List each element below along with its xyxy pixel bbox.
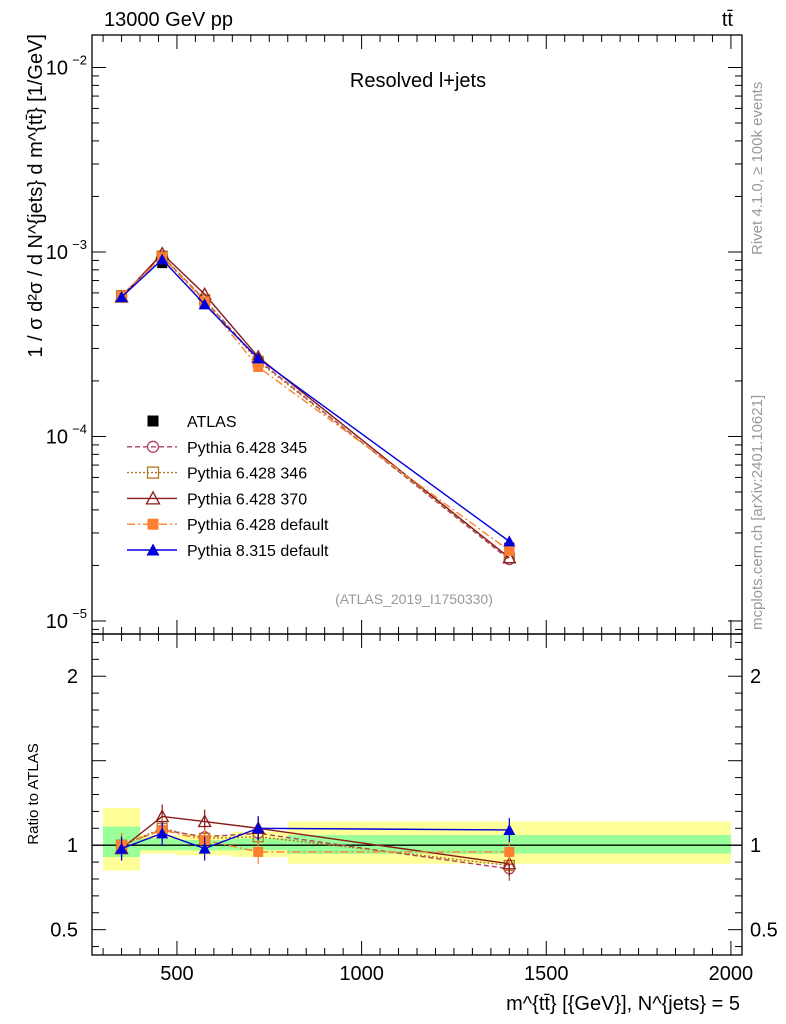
main-y-tick-label: 10 <box>46 611 68 633</box>
ratio-y-tick-label-right: 1 <box>750 835 761 857</box>
series-line-pythia-6-428-default <box>121 255 510 552</box>
ratio-series-layer <box>114 804 517 881</box>
mcplots-label: mcplots.cern.ch [arXiv:2401.10621] <box>749 395 766 630</box>
ratio-y-tick-label-right: 2 <box>750 666 761 688</box>
point-pythia-8-315-default <box>252 352 265 364</box>
main-y-tick-label: 10 <box>46 426 68 448</box>
series-line-pythia-6-428-370 <box>121 252 510 559</box>
series-line-pythia-6-428-346 <box>121 255 510 559</box>
main-y-tick-exponent: −3 <box>72 237 87 252</box>
legend-label-pythia-6-428-346: Pythia 6.428 346 <box>187 466 307 483</box>
axis-ticks: 10 −2 10 −3 10 −4 10 −5 500 1000 1500 2000 2 2 1 1 0.5 0.… <box>46 35 778 985</box>
point-pythia-8-315-default <box>156 253 169 265</box>
legend-label-pythia-8-315-default: Pythia 8.315 default <box>187 543 329 560</box>
x-tick-label: 500 <box>160 963 193 985</box>
x-tick-label: 1500 <box>524 963 569 985</box>
x-tick-label: 1000 <box>339 963 384 985</box>
ratio-line-pythia-6-428-346 <box>121 827 510 867</box>
analysis-id: (ATLAS_2019_I1750330) <box>335 591 493 607</box>
point-pythia-8-315-default <box>503 535 516 547</box>
ratio-y-tick-label-right: 0.5 <box>750 920 778 942</box>
process-label: tt̄ <box>722 9 734 31</box>
ratio-point-pythia-6-428-default <box>253 846 264 857</box>
series-line-pythia-6-428-345 <box>121 255 510 561</box>
main-y-tick-exponent: −4 <box>72 421 87 436</box>
legend-marker-pythia-6-428-370 <box>145 490 161 505</box>
ratio-frame <box>91 633 743 956</box>
legend-label-pythia-6-428-370: Pythia 6.428 370 <box>187 491 307 508</box>
point-pythia-6-428-default <box>253 362 264 373</box>
ratio-point-pythia-8-315-default <box>198 842 211 854</box>
main-y-tick-exponent: −2 <box>72 52 87 67</box>
legend: ATLAS Pythia 6.428 345 Pythia 6.428 346 Pyt… <box>127 414 329 560</box>
ratio-y-axis-label: Ratio to ATLAS <box>25 743 42 844</box>
point-pythia-8-315-default <box>198 298 211 310</box>
ratio-point-pythia-8-315-default <box>503 823 516 835</box>
legend-label-pythia-6-428-345: Pythia 6.428 345 <box>187 440 307 457</box>
ratio-y-tick-label-left: 1 <box>67 835 78 857</box>
point-pythia-6-428-default <box>504 545 515 556</box>
point-pythia-8-315-default <box>115 291 128 303</box>
ratio-point-pythia-6-428-370 <box>197 814 212 828</box>
band-inner-1 <box>140 838 177 851</box>
main-y-tick-label: 10 <box>46 57 68 79</box>
main-y-tick-exponent: −5 <box>72 606 87 621</box>
legend-marker-pythia-8-315-default <box>146 543 160 556</box>
rivet-label: Rivet 4.1.0, ≥ 100k events <box>749 82 766 255</box>
uncertainty-bands <box>103 808 731 871</box>
energy-label: 13000 GeV pp <box>104 9 233 31</box>
ratio-point-pythia-8-315-default <box>252 822 265 834</box>
ratio-y-tick-label-left: 2 <box>67 666 78 688</box>
ratio-point-pythia-6-428-default <box>504 846 515 857</box>
x-axis-label: m^{tt̄} [{GeV}], N^{jets} = 5 <box>506 993 740 1015</box>
chart-title: Resolved l+jets <box>350 70 486 92</box>
legend-label-atlas: ATLAS <box>187 414 237 431</box>
ratio-y-tick-label-left: 0.5 <box>50 920 78 942</box>
legend-marker-pythia-6-428-346 <box>146 466 160 479</box>
legend-marker-pythia-6-428-default <box>147 518 159 530</box>
ratio-point-pythia-8-315-default <box>156 827 169 839</box>
legend-label-pythia-6-428-default: Pythia 6.428 default <box>187 517 329 534</box>
legend-marker-pythia-6-428-345 <box>146 440 160 453</box>
band-inner-3 <box>232 838 288 851</box>
point-pythia-6-428-370 <box>502 550 517 564</box>
main-series-layer <box>114 246 517 566</box>
series-line-pythia-8-315-default <box>121 258 510 542</box>
ratio-point-pythia-6-428-370 <box>502 856 517 870</box>
ratio-point-pythia-8-315-default <box>115 842 128 854</box>
x-tick-label: 2000 <box>709 963 754 985</box>
legend-marker-atlas <box>147 415 159 427</box>
main-y-axis-label: 1 / σ d²σ / d N^{jets} d m^{tt̄} [1/GeV] <box>25 34 47 358</box>
main-y-tick-label: 10 <box>46 242 68 264</box>
